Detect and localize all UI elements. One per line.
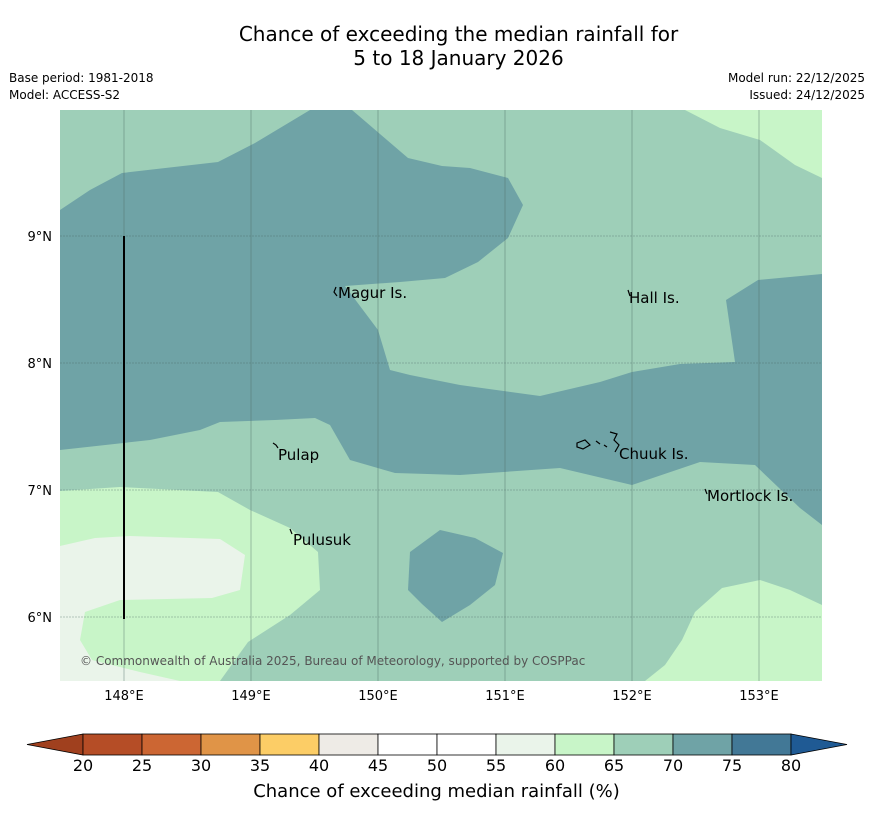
- band-60-65-northeast: [685, 110, 822, 178]
- colorbar-segment: [200, 733, 261, 756]
- colorbar-segment: [259, 733, 320, 756]
- colorbar-extend-high: [790, 733, 848, 756]
- lon-label-148e: 148°E: [104, 689, 144, 704]
- colorbar-tick-label: 65: [603, 756, 625, 775]
- place-hall: Hall Is.: [629, 289, 680, 307]
- place-mortlock: Mortlock Is.: [707, 487, 793, 505]
- lat-label-8n: 8°N: [28, 357, 53, 372]
- title-line-2: 5 to 18 January 2026: [353, 46, 564, 70]
- colorbar-segment: [495, 733, 556, 756]
- island-outlines: [272, 286, 708, 535]
- colorbar-label: Chance of exceeding median rainfall (%): [253, 781, 620, 802]
- colorbar-tick-label: 75: [721, 756, 743, 775]
- title-line-1: Chance of exceeding the median rainfall …: [238, 22, 679, 46]
- lon-label-150e: 150°E: [358, 689, 398, 704]
- colorbar-tick-label: 80: [780, 756, 802, 775]
- colorbar-tick-label: 60: [544, 756, 566, 775]
- lon-axis: 148°E 149°E 150°E 151°E 152°E 153°E: [104, 689, 779, 704]
- colorbar-tick-label: 70: [662, 756, 684, 775]
- colorbar-segment: [318, 733, 379, 756]
- lon-label-152e: 152°E: [612, 689, 652, 704]
- colorbar-segment: [672, 733, 733, 756]
- lat-label-7n: 7°N: [28, 484, 53, 499]
- colorbar-segment: [141, 733, 202, 756]
- colorbar-tick-label: 25: [131, 756, 153, 775]
- issued-date: Issued: 24/12/2025: [749, 88, 865, 102]
- colorbar-segment: [377, 733, 438, 756]
- colorbar-tick-label: 30: [190, 756, 212, 775]
- lon-label-149e: 149°E: [231, 689, 271, 704]
- colorbar-tick-label: 50: [426, 756, 448, 775]
- place-pulusuk: Pulusuk: [293, 531, 351, 549]
- colorbar-tick-label: 40: [308, 756, 330, 775]
- band-60-65-southeast: [645, 580, 822, 681]
- place-pulap: Pulap: [278, 446, 319, 464]
- colorbar-segment: [613, 733, 674, 756]
- colorbar-segment: [436, 733, 497, 756]
- map-area: [60, 110, 822, 681]
- colorbar-extend-low: [26, 733, 84, 756]
- lat-label-9n: 9°N: [28, 230, 53, 245]
- place-magur: Magur Is.: [338, 284, 407, 302]
- copyright-text: © Commonwealth of Australia 2025, Bureau…: [80, 654, 585, 668]
- place-labels: Magur Is. Hall Is. Pulap Chuuk Is. Mortl…: [278, 284, 793, 549]
- colorbar: [26, 733, 848, 756]
- colorbar-segment: [554, 733, 615, 756]
- graticule: [60, 110, 822, 681]
- base-period: Base period: 1981-2018: [9, 71, 154, 85]
- band-70-75-south-blob: [408, 530, 503, 622]
- colorbar-tick-label: 45: [367, 756, 389, 775]
- lon-label-151e: 151°E: [485, 689, 525, 704]
- band-55-60-southwest: [60, 536, 245, 681]
- model-run: Model run: 22/12/2025: [727, 71, 865, 85]
- lat-label-6n: 6°N: [28, 611, 53, 626]
- place-chuuk: Chuuk Is.: [619, 445, 688, 463]
- lon-label-153e: 153°E: [739, 689, 779, 704]
- colorbar-segment: [82, 733, 143, 756]
- colorbar-tick-label: 35: [249, 756, 271, 775]
- model-name: Model: ACCESS-S2: [9, 88, 121, 102]
- colorbar-tick-label: 55: [485, 756, 507, 775]
- colorbar-tick-label: 20: [72, 756, 94, 775]
- colorbar-segment: [731, 733, 792, 756]
- band-70-75-main: [60, 110, 822, 525]
- lat-axis: 9°N 8°N 7°N 6°N: [28, 230, 53, 626]
